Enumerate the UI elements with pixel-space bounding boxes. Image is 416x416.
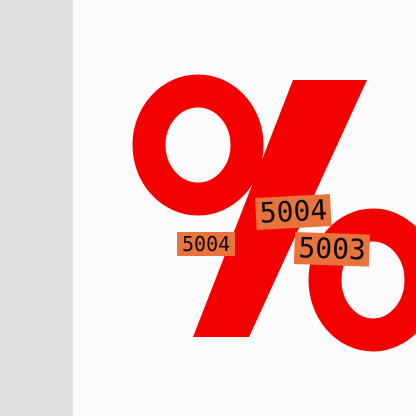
ocr-tag: 5004	[177, 232, 236, 256]
percent-upper-circle	[132, 74, 264, 216]
side-panel	[0, 0, 73, 416]
image-canvas: 5004 5004 5003	[73, 0, 416, 416]
percent-lower-circle	[308, 208, 416, 352]
ocr-tag: 5003	[293, 231, 371, 267]
ocr-tag: 5004	[255, 193, 333, 230]
percent-sign-icon	[132, 74, 416, 352]
